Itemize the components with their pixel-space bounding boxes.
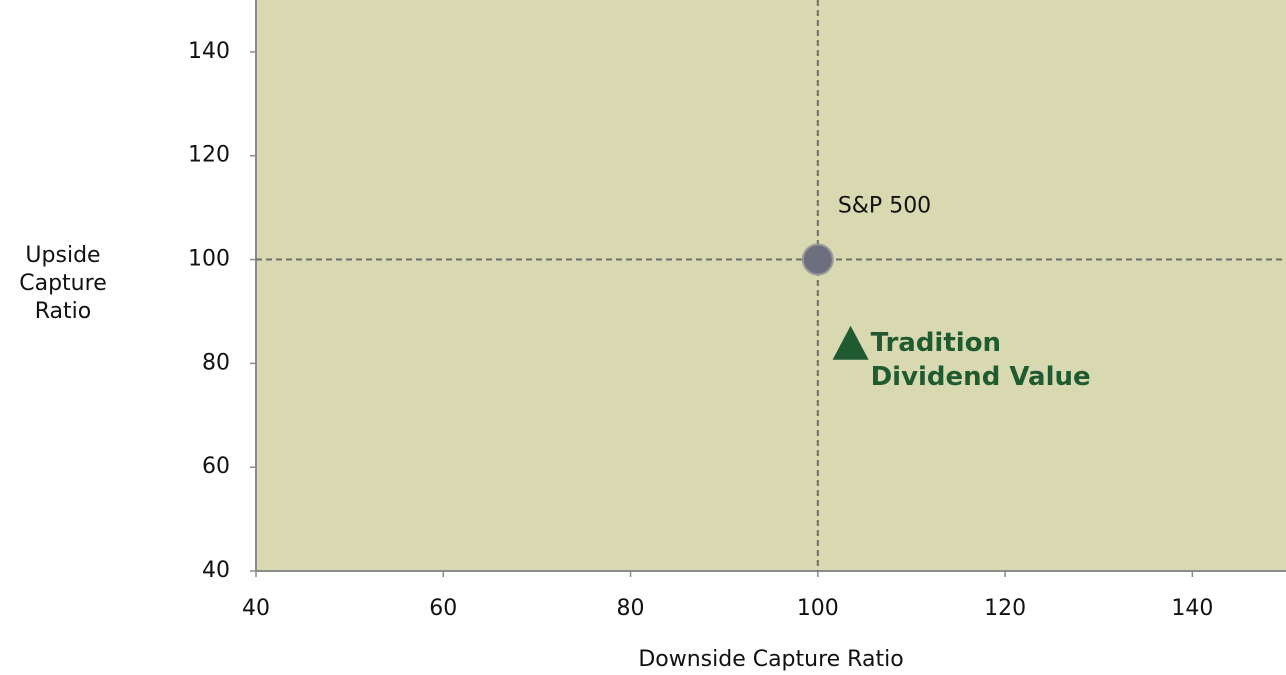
y-tick-label: 40 [202,558,230,583]
x-tick-label: 140 [1171,596,1213,621]
plot-background [256,0,1286,571]
x-tick-label: 60 [429,596,457,621]
marker-circle [801,243,834,276]
y-tick-label: 60 [202,454,230,479]
x-tick-label: 120 [984,596,1026,621]
series-label: S&P 500 [838,194,931,219]
y-tick-label: 100 [188,247,230,272]
marker-triangle [832,325,869,360]
y-tick-label: 120 [188,143,230,168]
series-label: Tradition Dividend Value [870,327,1091,392]
y-tick-label: 80 [202,350,230,375]
y-tick-label: 140 [188,39,230,64]
x-axis-label: Downside Capture Ratio [638,647,904,672]
y-axis-label: Upside Capture Ratio [19,243,107,324]
x-tick-label: 80 [617,596,645,621]
x-tick-label: 100 [797,596,839,621]
x-tick-label: 40 [242,596,270,621]
